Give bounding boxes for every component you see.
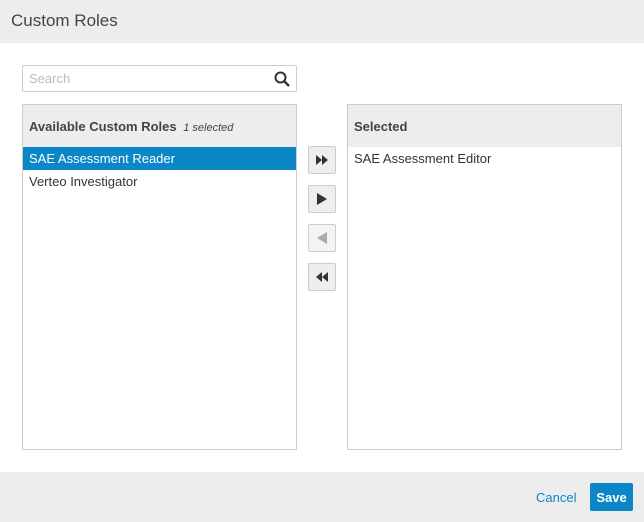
list-item[interactable]: SAE Assessment Reader: [23, 147, 296, 170]
dialog-title: Custom Roles: [11, 11, 118, 30]
search-icon[interactable]: [274, 71, 290, 87]
right-icon: [317, 193, 327, 205]
save-button[interactable]: Save: [590, 483, 633, 511]
available-roles-list: Available Custom Roles 1 selected SAE As…: [22, 104, 297, 450]
remove-button[interactable]: [308, 224, 336, 252]
available-roles-title: Available Custom Roles: [29, 119, 177, 134]
remove-all-button[interactable]: [308, 263, 336, 291]
selected-roles-list: Selected SAE Assessment Editor: [347, 104, 622, 450]
selected-roles-header: Selected: [348, 105, 621, 147]
search-field[interactable]: [22, 65, 297, 92]
double-right-icon: [316, 155, 328, 165]
list-item[interactable]: SAE Assessment Editor: [354, 151, 492, 166]
search-input[interactable]: [23, 66, 263, 91]
list-item[interactable]: Verteo Investigator: [29, 174, 138, 189]
selected-count: 1 selected: [183, 122, 234, 134]
available-roles-header: Available Custom Roles 1 selected: [23, 105, 296, 147]
left-icon: [317, 232, 327, 244]
dialog-footer: Cancel Save: [0, 472, 644, 522]
cancel-button[interactable]: Cancel: [536, 490, 577, 505]
dialog-header: Custom Roles: [0, 0, 644, 43]
add-all-button[interactable]: [308, 146, 336, 174]
double-left-icon: [316, 272, 328, 282]
add-button[interactable]: [308, 185, 336, 213]
